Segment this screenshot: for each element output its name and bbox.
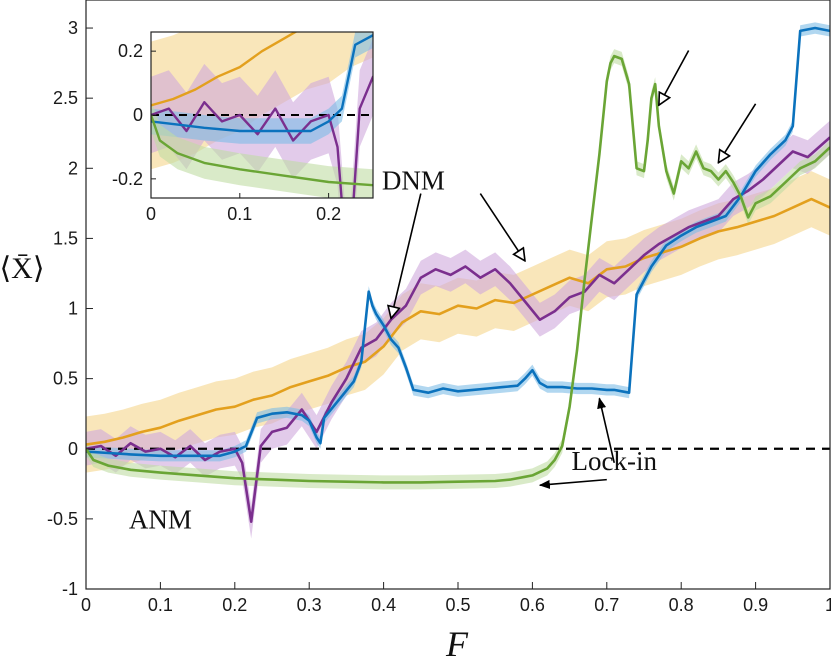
- y-axis-ticks: -1 -0.5 0 0.5 1 1.5 2 2.5 3: [47, 18, 93, 599]
- x-tick-label: 0.6: [520, 595, 545, 615]
- inset-y-tick-label: -0.2: [112, 169, 143, 189]
- x-tick-label: 0.2: [222, 595, 247, 615]
- inset-blue-error-band: [151, 32, 373, 144]
- inset-x-axis-ticks: 0 0.1 0.2: [146, 193, 341, 224]
- inset-x-tick-label: 0.1: [227, 204, 252, 224]
- inset-y-tick-label: 0.2: [118, 41, 143, 61]
- x-tick-label: 0.3: [297, 595, 322, 615]
- error-bands: [86, 22, 830, 539]
- annotation-lock-in: Lock-in: [571, 446, 657, 476]
- x-tick-label: 0.8: [669, 595, 694, 615]
- series-lines: [86, 26, 830, 524]
- purple-error-band: [86, 120, 830, 539]
- inset-green-error-band: [151, 99, 373, 198]
- annotation-arrow: [718, 103, 757, 163]
- annotation-arrows: [391, 50, 757, 489]
- annotations: DNM Lock-in ANM: [129, 165, 658, 534]
- inset-y-tick-label: 0: [133, 105, 143, 125]
- inset-y-axis-ticks: -0.2 0 0.2: [112, 41, 156, 189]
- orange-series-line: [86, 197, 830, 446]
- annotation-arrow: [659, 50, 690, 105]
- annotation-arrow: [597, 397, 616, 463]
- inset-series-lines: [151, 32, 373, 198]
- x-tick-label: 0.9: [743, 595, 768, 615]
- x-tick-label: 0.5: [445, 595, 470, 615]
- inset-x-tick-label: 0.2: [316, 204, 341, 224]
- inset-error-bands: [151, 32, 373, 198]
- y-tick-label: -0.5: [47, 509, 78, 529]
- y-axis-label: ⟨X̄⟩: [0, 252, 45, 285]
- y-tick-label: 1: [68, 299, 78, 319]
- annotation-dnm: DNM: [382, 165, 445, 195]
- blue-series-line: [86, 26, 830, 458]
- inset-x-tick-label: 0: [146, 204, 156, 224]
- x-tick-label: 0.1: [148, 595, 173, 615]
- annotation-arrow: [391, 193, 422, 319]
- annotation-arrow: [538, 478, 607, 489]
- x-axis-ticks: 0 0.1 0.2 0.3 0.4 0.5 0.6 0.7 0.8 0.9 1: [81, 582, 831, 615]
- y-tick-label: 0: [68, 439, 78, 459]
- y-tick-label: 1.5: [53, 228, 78, 248]
- x-tick-label: 0.7: [594, 595, 619, 615]
- x-tick-label: 1: [825, 595, 831, 615]
- x-axis-label: F: [445, 624, 469, 662]
- y-tick-label: 2.5: [53, 88, 78, 108]
- y-tick-label: 2: [68, 158, 78, 178]
- green-series-line: [86, 54, 830, 484]
- annotation-arrow: [479, 193, 525, 261]
- x-tick-label: 0.4: [371, 595, 396, 615]
- inset-plot: 0 0.1 0.2 -0.200.2: [112, 31, 374, 224]
- y-tick-label: -1: [62, 579, 78, 599]
- y-tick-label: 3: [68, 18, 78, 38]
- annotation-anm: ANM: [129, 505, 192, 535]
- main-plot: 0 0.1 0.2 0.3 0.4 0.5 0.6 0.7 0.8 0.9 1 -1 -0.5 0 0.5…: [47, 0, 831, 615]
- y-tick-label: 0.5: [53, 369, 78, 389]
- x-tick-label: 0: [81, 595, 91, 615]
